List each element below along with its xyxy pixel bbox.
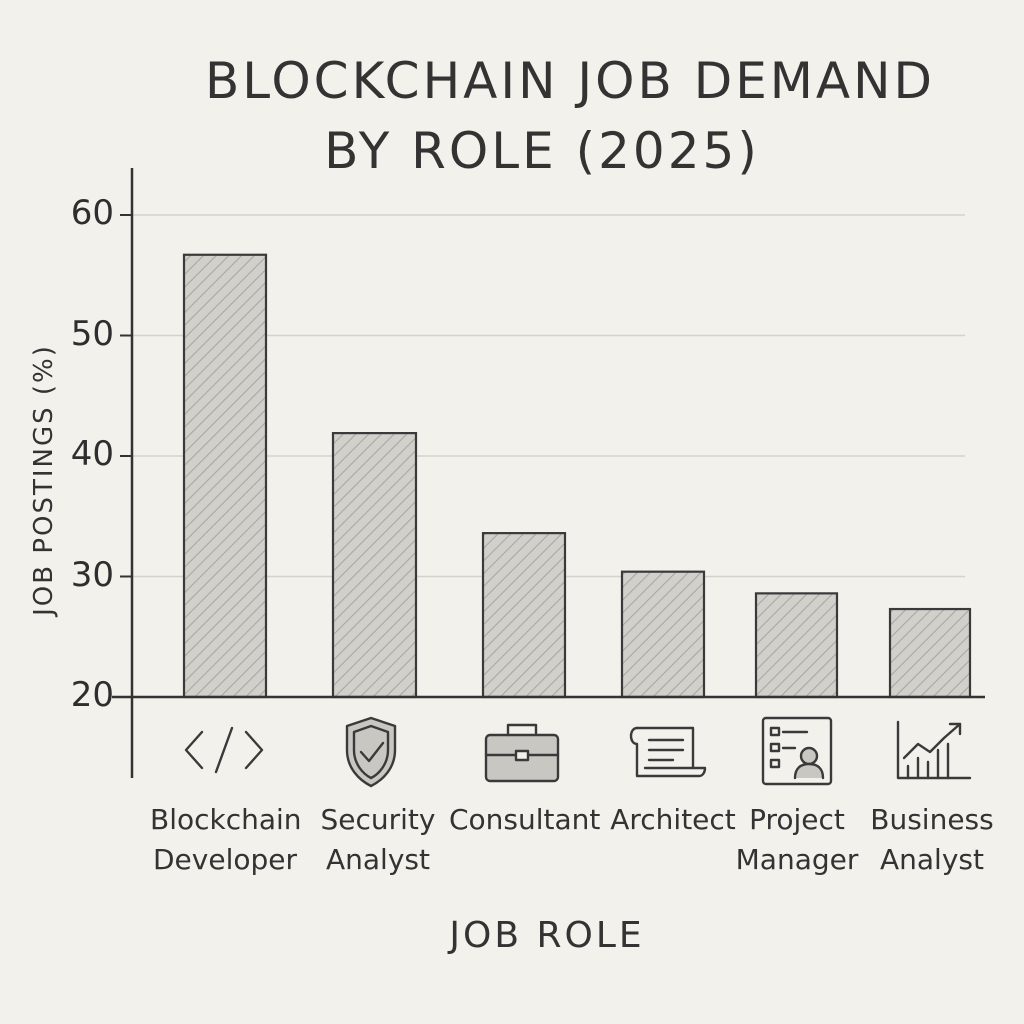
x-tick-label-line: Security [320, 803, 436, 836]
x-tick-label: Blockchain Developer [150, 800, 302, 880]
scroll-top [635, 726, 695, 770]
y-axis-label: JOB POSTINGS (%) [29, 344, 59, 616]
x-tick-label-line: Business [870, 803, 994, 836]
x-tick-label-line: Architect [610, 803, 736, 836]
briefcase-icon [484, 723, 560, 783]
y-tick-label: 40 [70, 434, 114, 474]
y-tick-label: 60 [70, 193, 114, 233]
briefcase-handle [506, 723, 538, 737]
x-axis-label: JOB ROLE [449, 915, 645, 956]
x-tick-label-line: Analyst [326, 843, 430, 876]
board-checkbox [769, 758, 781, 769]
x-tick-label-line: Manager [735, 843, 859, 876]
category-icons [184, 716, 972, 788]
x-tick-label-line: Developer [152, 843, 297, 876]
shield-inner [352, 724, 390, 780]
code-icon [184, 726, 264, 774]
bars [182, 253, 972, 699]
board-checkbox [769, 742, 781, 753]
grid-lines [120, 214, 965, 698]
axes [112, 168, 985, 778]
bar [888, 607, 972, 699]
person-body [793, 762, 825, 780]
bar [754, 592, 839, 699]
x-tick-label-line: Blockchain [150, 803, 302, 836]
briefcase-clasp [514, 749, 530, 762]
bar [331, 432, 418, 699]
y-tick-label: 30 [70, 554, 114, 595]
bar [182, 253, 268, 699]
blueprint-scroll-icon [629, 726, 707, 778]
growth-chart-icon [896, 720, 972, 780]
check-mark [359, 741, 385, 763]
code-bracket-left [184, 730, 204, 770]
x-tick-label: Consultant [449, 800, 601, 840]
x-tick-label-line: Project [749, 803, 845, 836]
x-tick-label-line: Analyst [880, 843, 984, 876]
code-bracket-right [244, 730, 264, 770]
scroll-outline [629, 726, 707, 778]
mini-axes [896, 720, 972, 780]
x-tick-label: Security Analyst [303, 800, 453, 880]
board-frame [761, 716, 833, 786]
bar [620, 570, 706, 699]
code-slash [214, 726, 234, 774]
x-tick-label: Architect [598, 800, 748, 840]
project-board-icon [761, 716, 833, 786]
board-checkbox [769, 726, 781, 737]
bar [481, 532, 567, 699]
trend-line [902, 722, 962, 760]
y-tick-label: 20 [70, 675, 114, 715]
y-tick-label: 50 [70, 313, 114, 354]
chart-title-line-2: BY ROLE (2025) [324, 122, 760, 180]
person-head [799, 746, 819, 766]
x-tick-label: Business Analyst [857, 800, 1007, 880]
chart-title-line-1: BLOCKCHAIN JOB DEMAND [204, 52, 936, 110]
shield-check-icon [345, 716, 397, 788]
trend-arrow [948, 722, 962, 736]
x-tick-label: Project Manager [722, 800, 872, 880]
x-tick-label-line: Consultant [449, 803, 601, 836]
